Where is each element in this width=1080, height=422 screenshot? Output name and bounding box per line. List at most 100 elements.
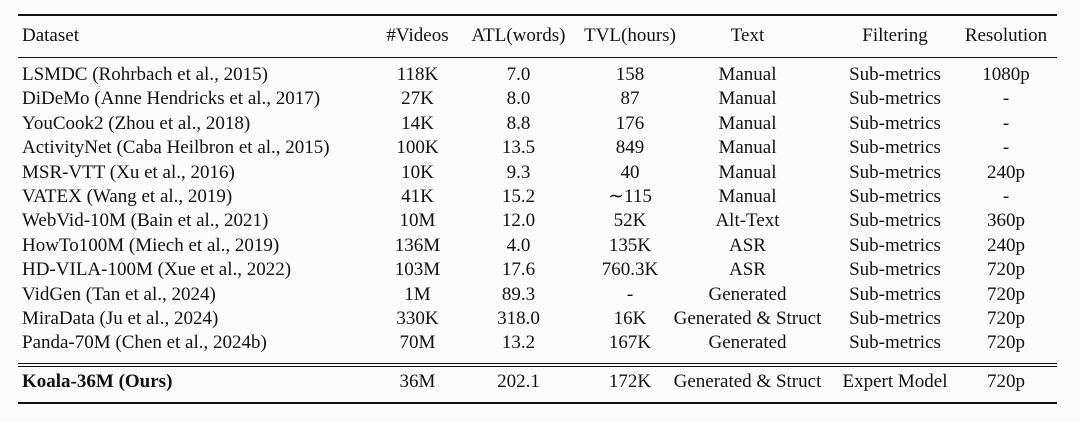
cell-dataset: VATEX (Wang et al., 2019) (22, 186, 233, 207)
cell-tvl: 135K (608, 234, 652, 256)
cell-atl: 89.3 (501, 283, 536, 305)
cell-tvl: 760.3K (601, 259, 659, 281)
cell-text: Manual (718, 112, 777, 134)
bottom-rule (18, 402, 1057, 404)
cell-filtering: Sub-metrics (849, 88, 941, 110)
table-row: VidGen (Tan et al., 2024) 1M 89.3 - Generate… (18, 283, 1057, 307)
cell-dataset: Panda-70M (Chen et al., 2024b) (22, 332, 267, 354)
cell-text: Generated & Struct (673, 308, 822, 329)
cell-resolution: 240p (987, 234, 1025, 256)
top-rule (18, 14, 1057, 16)
cell-atl: 13.5 (501, 137, 536, 159)
cell-filtering: Sub-metrics (849, 161, 941, 183)
cell-videos: 100K (396, 137, 439, 159)
table-row: ActivityNet (Caba Heilbron et al., 2015)… (18, 136, 1057, 160)
cell-tvl: 87 (620, 88, 640, 110)
header-text: Text (730, 25, 765, 46)
cell-text: ASR (729, 259, 766, 281)
separator-rule-upper (18, 363, 1057, 364)
cell-videos: 41K (401, 186, 434, 207)
cell-atl: 9.3 (506, 161, 531, 183)
cell-atl: 12.0 (501, 210, 536, 232)
header-tvl: TVL(hours) (584, 25, 676, 46)
cell-atl: 15.2 (501, 186, 536, 207)
cell-atl: 4.0 (506, 234, 531, 256)
header-filtering: Filtering (862, 25, 928, 46)
cell-dataset: DiDeMo (Anne Hendricks et al., 2017) (22, 88, 321, 110)
cell-filtering: Sub-metrics (849, 64, 941, 85)
cell-resolution: 720p (987, 332, 1025, 354)
cell-atl: 7.0 (506, 64, 531, 85)
cell-resolution: - (1002, 112, 1010, 134)
table-row: VATEX (Wang et al., 2019) 41K 15.2 ∼115 Manu… (18, 185, 1057, 209)
cell-videos: 36M (399, 371, 436, 392)
cell-tvl: 16K (613, 308, 647, 329)
cell-text: Manual (718, 88, 777, 110)
cell-filtering: Sub-metrics (849, 259, 941, 281)
cell-filtering: Sub-metrics (849, 283, 941, 305)
cell-tvl: 172K (608, 371, 652, 392)
cell-filtering: Sub-metrics (849, 234, 941, 256)
cell-atl: 8.8 (506, 112, 531, 134)
cell-dataset: WebVid-10M (Bain et al., 2021) (22, 210, 269, 232)
cell-tvl: 52K (613, 210, 647, 232)
table-row: WebVid-10M (Bain et al., 2021) 10M 12.0 52K… (18, 209, 1057, 233)
cell-videos: 118K (396, 64, 439, 85)
cell-videos: 136M (394, 234, 441, 256)
cell-dataset: ActivityNet (Caba Heilbron et al., 2015) (22, 137, 330, 159)
cell-filtering: Sub-metrics (849, 112, 941, 134)
cell-text: ASR (729, 234, 766, 256)
table-row: MSR-VTT (Xu et al., 2016) 10K 9.3 40 Manual S… (18, 161, 1057, 185)
cell-videos: 70M (399, 332, 436, 354)
cell-videos: 10K (401, 161, 434, 183)
cell-resolution: 720p (987, 259, 1025, 281)
cell-text: Manual (718, 161, 777, 183)
table-row-ours: Koala-36M (Ours) 36M 202.1 172K Generate… (18, 370, 1057, 394)
cell-tvl: 40 (620, 161, 640, 183)
table-row: Panda-70M (Chen et al., 2024b) 70M 13.2 167… (18, 331, 1057, 355)
cell-atl: 318.0 (497, 308, 540, 329)
cell-resolution: 1080p (982, 64, 1030, 85)
separator-rule-lower (18, 366, 1057, 367)
cell-tvl: 167K (608, 332, 652, 354)
cell-filtering: Sub-metrics (849, 210, 941, 232)
header-rule (18, 57, 1057, 58)
table-row: DiDeMo (Anne Hendricks et al., 2017) 27K 8… (18, 87, 1057, 111)
cell-resolution: 360p (987, 210, 1025, 232)
cell-dataset: Koala-36M (Ours) (22, 371, 173, 392)
table-row: MiraData (Ju et al., 2024) 330K 318.0 16K Ge… (18, 307, 1057, 331)
cell-dataset: LSMDC (Rohrbach et al., 2015) (22, 64, 268, 85)
cell-videos: 330K (396, 308, 439, 329)
cell-atl: 13.2 (501, 332, 536, 354)
table-row: HD-VILA-100M (Xue et al., 2022) 103M 17.6 7… (18, 258, 1057, 282)
cell-dataset: YouCook2 (Zhou et al., 2018) (22, 112, 251, 134)
cell-filtering: Sub-metrics (849, 308, 941, 329)
table-row: LSMDC (Rohrbach et al., 2015) 118K 7.0 158 M… (18, 63, 1057, 87)
cell-dataset: VidGen (Tan et al., 2024) (22, 283, 216, 305)
cell-filtering: Sub-metrics (849, 186, 941, 207)
header-dataset: Dataset (22, 25, 79, 46)
cell-filtering: Expert Model (842, 371, 948, 392)
cell-filtering: Sub-metrics (849, 332, 941, 354)
table-row: YouCook2 (Zhou et al., 2018) 14K 8.8 176 Man… (18, 112, 1057, 136)
cell-tvl: 849 (615, 137, 645, 159)
cell-text: Manual (718, 186, 777, 207)
cell-resolution: 720p (987, 308, 1025, 329)
cell-atl: 202.1 (497, 371, 540, 392)
cell-resolution: 240p (987, 161, 1025, 183)
cell-tvl: ∼115 (608, 186, 652, 207)
header-videos: #Videos (386, 25, 449, 46)
cell-videos: 14K (401, 112, 434, 134)
cell-atl: 8.0 (506, 88, 531, 110)
cell-videos: 10M (399, 210, 436, 232)
cell-dataset: HowTo100M (Miech et al., 2019) (22, 234, 280, 256)
cell-text: Generated (708, 283, 787, 305)
cell-resolution: 720p (987, 283, 1025, 305)
cell-resolution: 720p (987, 371, 1025, 392)
cell-text: Manual (718, 64, 777, 85)
cell-videos: 27K (401, 88, 434, 110)
table-row: HowTo100M (Miech et al., 2019) 136M 4.0 135… (18, 234, 1057, 258)
cell-text: Alt-Text (715, 210, 780, 232)
header-row: Dataset #Videos ATL(words) TVL(hours) Te… (18, 24, 1057, 48)
header-atl: ATL(words) (471, 25, 566, 46)
